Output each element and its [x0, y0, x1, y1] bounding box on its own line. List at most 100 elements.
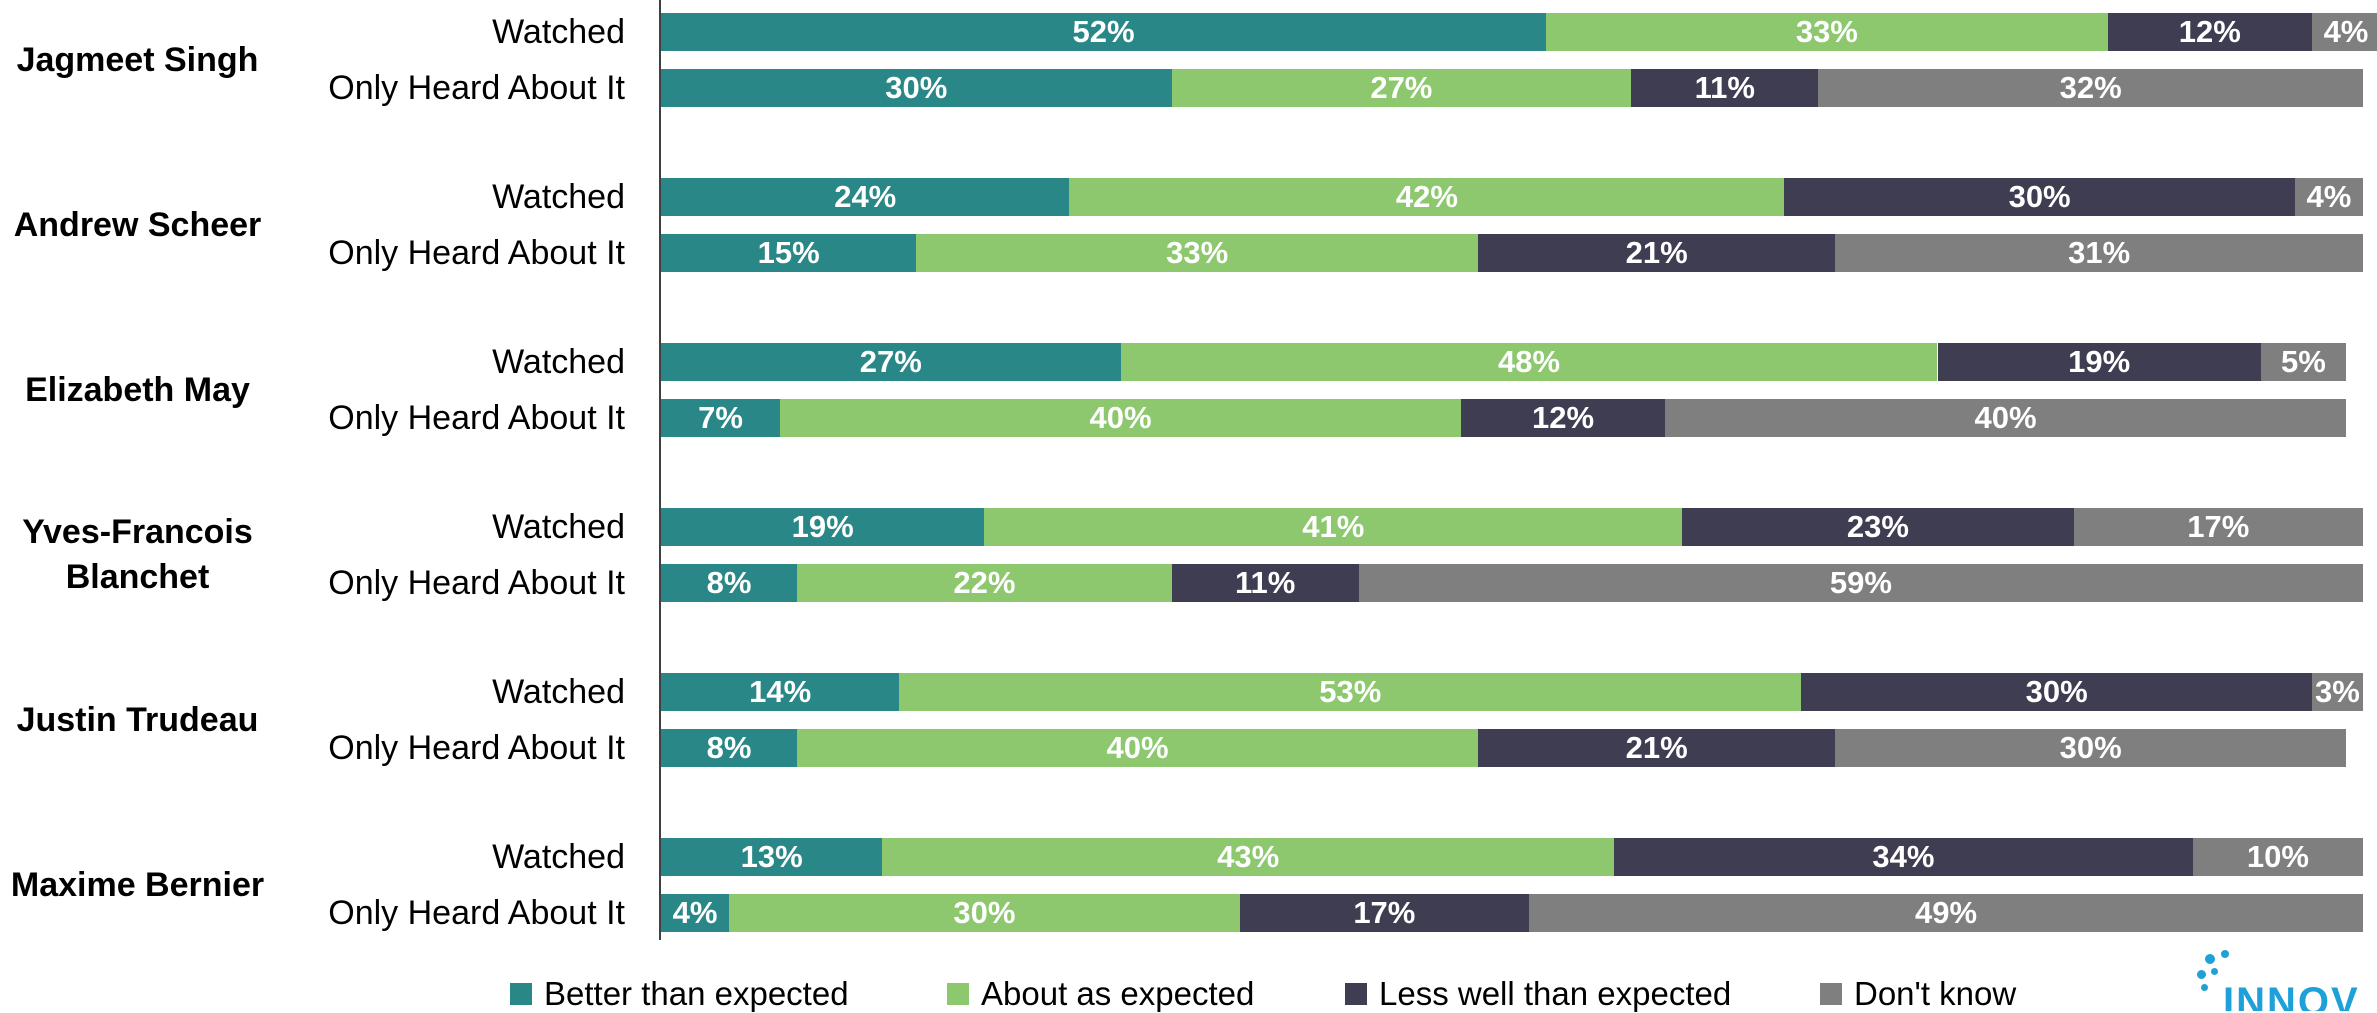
legend-item-less-well-than-expected: Less well than expected — [1345, 975, 1731, 1013]
bar-segment-better-than-expected: 8% — [661, 564, 798, 602]
bar-segment-better-than-expected: 52% — [661, 13, 1547, 51]
data-label: 40% — [1106, 730, 1169, 765]
legend-item-about-as-expected: About as expected — [947, 975, 1254, 1013]
bar-segment-don-t-know: 10% — [2192, 838, 2363, 876]
data-label: 53% — [1319, 674, 1382, 709]
bar-segment-better-than-expected: 24% — [661, 178, 1070, 216]
candidate-label-elizabeth-may: Elizabeth May — [25, 370, 250, 409]
data-label: 42% — [1395, 179, 1458, 214]
data-label: 52% — [1072, 14, 1135, 49]
bar-segment-about-as-expected: 33% — [916, 234, 1478, 272]
bar-segment-don-t-know: 5% — [2260, 343, 2346, 381]
data-label: 21% — [1625, 730, 1688, 765]
bar-segment-about-as-expected: 41% — [984, 508, 1683, 546]
data-label: 30% — [2059, 730, 2122, 765]
bar-segment-about-as-expected: 30% — [729, 894, 1240, 932]
legend: Better than expected About as expected Les… — [0, 975, 2377, 1013]
data-label: 33% — [1795, 14, 1858, 49]
data-label: 17% — [2187, 509, 2250, 544]
legend-item-don-t-know: Don't know — [1820, 975, 2016, 1013]
legend-swatch — [947, 983, 969, 1005]
row-label-only-heard-about-it: Only Heard About It — [328, 564, 625, 602]
data-label: 10% — [2246, 839, 2309, 874]
bar-segment-don-t-know: 4% — [2311, 13, 2377, 51]
bar-segment-better-than-expected: 4% — [661, 894, 730, 932]
row-label-watched: Watched — [492, 838, 625, 876]
bar-segment-less-well-than-expected: 19% — [1937, 343, 2261, 381]
data-label: 4% — [672, 895, 718, 930]
bar-segment-about-as-expected: 22% — [797, 564, 1172, 602]
bar-segment-less-well-than-expected: 12% — [1460, 399, 1666, 437]
data-label: 19% — [791, 509, 854, 544]
bar-segment-about-as-expected: 40% — [797, 729, 1478, 767]
row-label-only-heard-about-it: Only Heard About It — [328, 399, 625, 437]
y-axis-line — [659, 0, 661, 940]
row-label-watched: Watched — [492, 508, 625, 546]
data-label: 7% — [698, 400, 743, 435]
bar-segment-don-t-know: 59% — [1358, 564, 2363, 602]
legend-swatch — [1820, 983, 1842, 1005]
data-label: 13% — [740, 839, 803, 874]
candidate-label-maxime-bernier: Maxime Bernier — [10, 865, 265, 904]
data-label: 14% — [749, 674, 812, 709]
data-label: 34% — [1872, 839, 1935, 874]
row-label-only-heard-about-it: Only Heard About It — [328, 894, 625, 932]
legend-item-better-than-expected: Better than expected — [510, 975, 849, 1013]
bar-segment-less-well-than-expected: 12% — [2107, 13, 2312, 51]
data-label: 33% — [1166, 235, 1229, 270]
row-label-watched: Watched — [492, 343, 625, 381]
data-label: 41% — [1302, 509, 1365, 544]
data-label: 8% — [706, 565, 752, 600]
data-label: 30% — [2008, 179, 2071, 214]
data-label: 17% — [1353, 895, 1416, 930]
data-label: 11% — [1235, 565, 1296, 600]
data-label: 23% — [1846, 509, 1909, 544]
data-label: 32% — [2059, 70, 2122, 105]
bar-segment-don-t-know: 17% — [2073, 508, 2363, 546]
legend-swatch — [1345, 983, 1367, 1005]
data-label: 27% — [859, 344, 922, 379]
data-label: 48% — [1497, 344, 1561, 379]
data-label: 30% — [885, 70, 948, 105]
company-logo: INNOV — [2195, 950, 2377, 1011]
data-label: 15% — [757, 235, 820, 270]
bar-segment-better-than-expected: 8% — [661, 729, 798, 767]
row-label-watched: Watched — [492, 13, 625, 51]
bar-segment-don-t-know: 4% — [2294, 178, 2363, 216]
bar-segment-don-t-know: 32% — [1818, 69, 2363, 107]
data-label: 12% — [2178, 14, 2241, 49]
bar-segment-less-well-than-expected: 30% — [1801, 673, 2312, 711]
data-label: 4% — [2306, 179, 2352, 214]
legend-label: About as expected — [981, 975, 1255, 1012]
bar-segment-better-than-expected: 13% — [661, 838, 883, 876]
bar-segment-don-t-know: 40% — [1665, 399, 2346, 437]
candidate-label-justin-trudeau: Justin Trudeau — [16, 700, 259, 739]
data-label: 24% — [834, 179, 897, 214]
legend-swatch — [510, 983, 532, 1005]
bar-segment-better-than-expected: 19% — [661, 508, 985, 546]
data-label: 30% — [2025, 674, 2088, 709]
bar-segment-don-t-know: 3% — [2311, 673, 2363, 711]
bar-segment-don-t-know: 31% — [1835, 234, 2363, 272]
bar-segment-don-t-know: 49% — [1529, 894, 2363, 932]
row-label-only-heard-about-it: Only Heard About It — [328, 69, 625, 107]
bar-segment-about-as-expected: 40% — [780, 399, 1461, 437]
bar-segment-about-as-expected: 48% — [1120, 343, 1938, 381]
bar-segment-less-well-than-expected: 30% — [1784, 178, 2295, 216]
legend-label: Better than expected — [544, 975, 849, 1012]
bar-segment-about-as-expected: 27% — [1171, 69, 1632, 107]
row-label-watched: Watched — [492, 178, 625, 216]
data-label: 12% — [1532, 400, 1595, 435]
bar-segment-about-as-expected: 42% — [1069, 178, 1785, 216]
data-label: 40% — [1089, 400, 1152, 435]
bar-segment-better-than-expected: 27% — [661, 343, 1121, 381]
data-label: 19% — [2068, 344, 2131, 379]
bar-segment-better-than-expected: 15% — [661, 234, 917, 272]
row-label-only-heard-about-it: Only Heard About It — [328, 234, 625, 272]
bar-segment-about-as-expected: 43% — [882, 838, 1615, 876]
data-label: 11% — [1694, 70, 1755, 105]
logo-text: INNOV — [2223, 980, 2360, 1011]
bar-segment-less-well-than-expected: 11% — [1171, 564, 1359, 602]
candidate-label-andrew-scheer: Andrew Scheer — [13, 205, 262, 244]
